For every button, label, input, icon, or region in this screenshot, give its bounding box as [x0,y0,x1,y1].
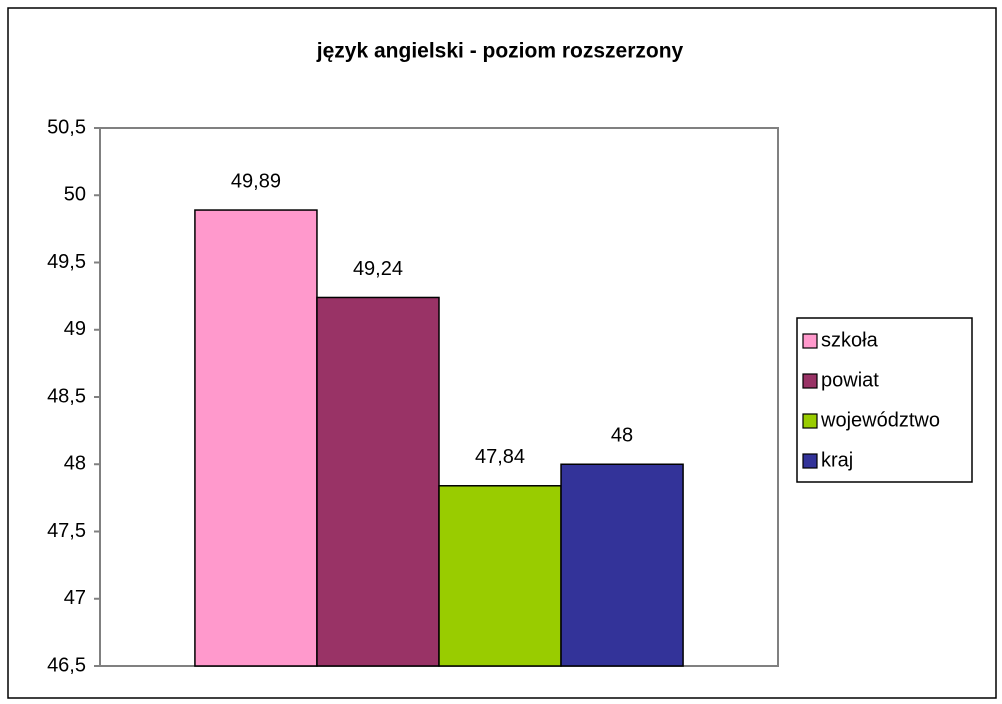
y-tick-label: 48,5 [47,385,86,407]
y-tick-label: 46,5 [47,654,86,676]
legend-box [796,317,973,483]
legend-label: kraj [821,449,853,471]
value-label: 48 [611,425,633,447]
y-tick-label: 48 [64,453,86,475]
legend-swatch [802,333,818,349]
bar [194,209,318,667]
legend-label: szkoła [821,329,879,351]
y-tick-label: 47,5 [47,520,86,542]
bar [560,463,684,667]
legend-label: województwo [820,409,940,431]
bar [316,296,440,667]
legend-label: powiat [821,369,879,391]
legend-swatch [802,413,818,429]
y-tick-label: 47 [64,587,86,609]
y-tick-label: 49 [64,318,86,340]
legend-swatch [802,453,818,469]
legend-swatch [802,373,818,389]
y-tick-label: 50,5 [47,116,86,138]
y-tick-label: 50 [64,184,86,206]
y-tick-label: 49,5 [47,251,86,273]
bar [438,485,562,667]
value-label: 47,84 [475,446,525,468]
value-label: 49,24 [353,258,403,280]
chart-title: język angielski - poziom rozszerzony [316,40,684,63]
value-label: 49,89 [231,170,281,192]
